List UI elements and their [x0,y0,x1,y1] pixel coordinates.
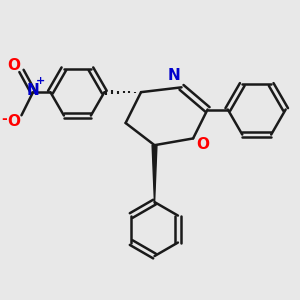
Text: O: O [7,114,20,129]
Text: O: O [196,137,209,152]
Text: -: - [1,112,7,126]
Text: N: N [167,68,180,83]
Text: O: O [7,58,20,73]
Polygon shape [152,145,157,204]
Text: N: N [27,83,39,98]
Text: +: + [36,76,45,85]
